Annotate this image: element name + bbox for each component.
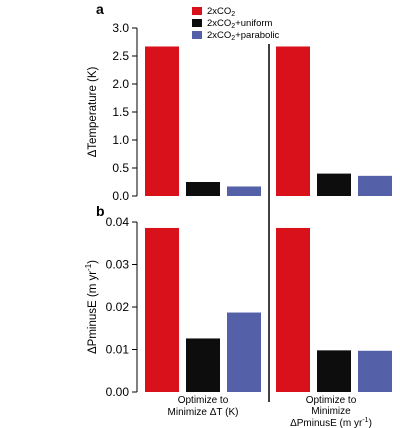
panel-a-ytick-label: 2.0 [112, 77, 129, 91]
panel-a-y-axis-label: ΔTemperature (K) [87, 66, 99, 157]
panel-b-ytick-label: 0.03 [106, 258, 130, 272]
panel-b-bar-2xco2-group-2 [276, 227, 310, 392]
panel-a-bar-2xco2-uniform-group-2 [317, 173, 351, 196]
panel-b: 0.00 0.01 0.02 0.03 0.04 ΔPminusE (m yr-1) [84, 215, 392, 399]
legend-swatch-2xco2-parabolic [192, 31, 202, 39]
legend-label-2xco2-uniform: 2xCO2+uniform [207, 18, 273, 30]
panel-b-bar-2xco2-uniform-group-1 [186, 338, 220, 392]
legend-label-2xco2: 2xCO2 [207, 6, 235, 18]
legend: 2xCO2 2xCO2+uniform 2xCO2+parabolic [192, 6, 280, 42]
panel-a-label: a [96, 1, 104, 17]
panel-b-bar-2xco2-group-1 [145, 227, 179, 392]
panel-a-bar-2xco2-uniform-group-1 [186, 182, 220, 196]
legend-swatch-2xco2-uniform [192, 19, 202, 27]
panel-b-ytick-label: 0.02 [106, 300, 130, 314]
x-category-right-line2: Minimize [311, 406, 351, 417]
panel-a-bar-2xco2-parabolic-group-1 [227, 186, 261, 196]
panel-b-bar-2xco2-parabolic-group-2 [358, 350, 392, 392]
panel-a-ytick-label: 3.0 [112, 21, 129, 35]
panel-a-bar-2xco2-group-2 [276, 46, 310, 197]
panel-a-ytick-label: 1.5 [112, 105, 129, 119]
panel-b-ytick-label: 0.04 [106, 215, 130, 229]
x-category-left-line2: Minimize ΔT (K) [168, 407, 239, 418]
panel-a: 0.0 0.5 1.0 1.5 2.0 2.5 3.0 ΔTemperature (K) [87, 21, 392, 203]
panel-a-ytick-label: 1.0 [112, 133, 129, 147]
panel-a-ytick-label: 0.5 [112, 161, 129, 175]
panel-a-bar-2xco2-parabolic-group-2 [358, 175, 392, 196]
panel-b-ytick-label: 0.00 [106, 385, 130, 399]
legend-swatch-2xco2 [192, 7, 202, 15]
panel-b-bar-2xco2-parabolic-group-1 [227, 312, 261, 392]
panel-b-ytick-label: 0.01 [106, 343, 130, 357]
x-category-right-line3: ΔPminusE (m yr-1) [290, 417, 372, 428]
panel-a-ytick-label: 2.5 [112, 49, 129, 63]
panel-a-bar-2xco2-group-1 [145, 46, 179, 197]
x-category-left-line1: Optimize to [178, 395, 229, 406]
panel-b-y-axis-label: ΔPminusE (m yr-1) [84, 260, 99, 354]
panel-b-label: b [96, 203, 105, 219]
x-category-right-line1: Optimize to [306, 395, 357, 406]
panel-b-bar-2xco2-uniform-group-2 [317, 350, 351, 392]
panel-a-ytick-label: 0.0 [112, 189, 129, 203]
legend-label-2xco2-parabolic: 2xCO2+parabolic [207, 30, 280, 42]
